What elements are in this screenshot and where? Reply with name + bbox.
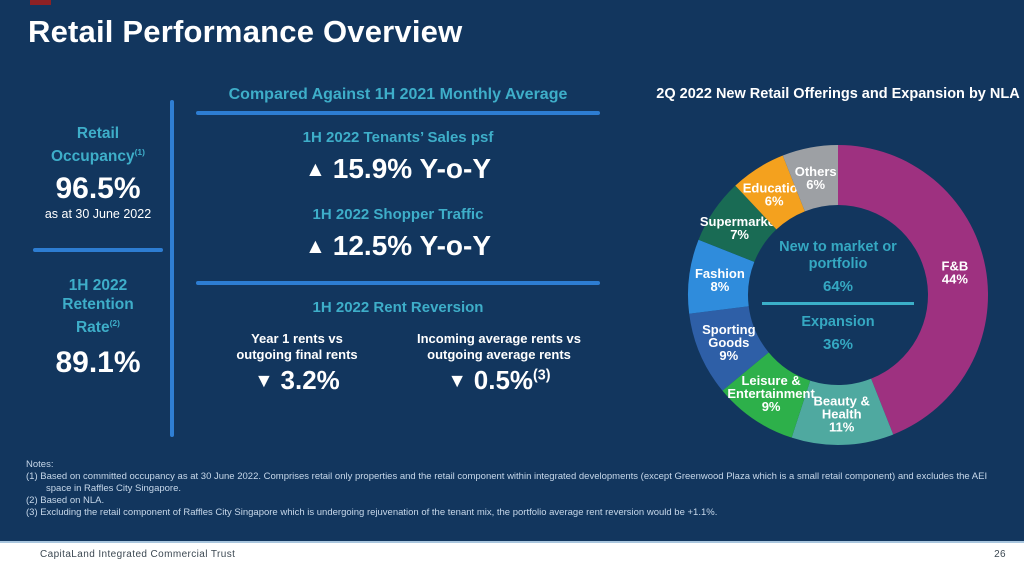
rent-year1-label: Year 1 rents vs outgoing final rents	[196, 331, 398, 363]
occupancy-label-text: Retail Occupancy	[51, 125, 135, 166]
section-divider	[196, 111, 600, 115]
rent-incoming-value: ▼ 0.5%(3)	[398, 365, 600, 396]
rent-incoming-value-text: 0.5%	[473, 365, 534, 395]
shopper-traffic-value: ▲ 12.5% Y-o-Y	[196, 230, 600, 262]
donut-segment-others	[782, 145, 838, 212]
left-kpi-panel: Retail Occupancy(1) 96.5% as at 30 June …	[22, 124, 174, 380]
new-to-market-label: New to market or portfolio	[779, 239, 897, 272]
occupancy-date: as at 30 June 2022	[44, 207, 152, 222]
comparison-panel: Compared Against 1H 2021 Monthly Average…	[196, 86, 600, 396]
comparison-header: Compared Against 1H 2021 Monthly Average	[228, 86, 568, 103]
shopper-traffic-value-text: 12.5% Y-o-Y	[332, 230, 492, 261]
occupancy-label: Retail Occupancy(1)	[42, 124, 154, 166]
vertical-divider	[170, 100, 174, 437]
increase-icon: ▲	[304, 235, 326, 258]
rent-year1-label-line2: outgoing final rents	[236, 347, 358, 362]
retention-footnote-marker: (2)	[109, 318, 121, 329]
notes-heading: Notes:	[26, 459, 54, 470]
donut-segment-label: Sporting Goods 9%	[702, 322, 755, 363]
shopper-traffic-label: 1H 2022 Shopper Traffic	[312, 206, 484, 223]
retention-label: 1H 2022 Retention Rate(2)	[42, 276, 154, 337]
donut-segment-education	[735, 155, 805, 230]
tenants-sales-value: ▲ 15.9% Y-o-Y	[196, 153, 600, 185]
decrease-icon: ▼	[254, 370, 274, 392]
footer-company-name: CapitaLand Integrated Commercial Trust	[40, 548, 236, 560]
rent-col-year1: Year 1 rents vs outgoing final rents ▼ 3.…	[196, 331, 398, 396]
rent-incoming-label-line1: Incoming average rents vs	[416, 331, 581, 346]
occupancy-footnote-marker: (1)	[134, 147, 145, 157]
donut-segment-leisure-entertainment	[722, 352, 811, 438]
page-number: 26	[994, 548, 1006, 560]
donut-segment-sporting-goods	[689, 306, 769, 391]
donut-segment-f-b	[838, 145, 989, 435]
retention-value: 89.1%	[55, 346, 141, 380]
kpi-divider	[33, 248, 163, 253]
tenants-sales-label: 1H 2022 Tenants’ Sales psf	[302, 129, 494, 146]
donut-segment-label: Others 6%	[795, 164, 837, 192]
donut-segment-beauty-health	[791, 378, 894, 446]
tenants-sales-value-text: 15.9% Y-o-Y	[332, 153, 492, 184]
donut-chart: F&B 44% Beauty & Health 11%Leisure & Entertai…	[687, 145, 989, 446]
note-item: (2) Based on NLA.	[26, 495, 105, 506]
rent-year1-value-text: 3.2%	[280, 365, 340, 395]
expansion-value: 36%	[822, 336, 854, 353]
expansion-label: Expansion	[801, 314, 875, 330]
rent-incoming-footnote-marker: (3)	[533, 367, 551, 384]
footer: CapitaLand Integrated Commercial Trust 2…	[0, 541, 1024, 565]
note-item: (3) Excluding the retail component of Ra…	[26, 507, 718, 518]
rent-year1-value: ▼ 3.2%	[196, 365, 398, 396]
donut-segment-label: Education 6%	[743, 181, 806, 209]
donut-segment-label: F&B 44%	[942, 259, 969, 287]
donut-segment-fashion	[687, 239, 755, 314]
donut-segment-label: Fashion 8%	[695, 266, 745, 294]
section-divider	[196, 281, 600, 285]
rent-col-incoming: Incoming average rents vs outgoing avera…	[398, 331, 600, 396]
rent-incoming-label-line2: outgoing average rents	[427, 347, 571, 362]
donut-segment-label: Beauty & Health 11%	[814, 393, 870, 434]
chart-title: 2Q 2022 New Retail Offerings and Expansi…	[656, 86, 1020, 102]
rent-year1-label-line1: Year 1 rents vs	[251, 331, 343, 346]
rent-reversion-columns: Year 1 rents vs outgoing final rents ▼ 3.…	[196, 331, 600, 396]
rent-reversion-header: 1H 2022 Rent Reversion	[312, 299, 484, 316]
donut-segment-label: Leisure & Entertainment 9%	[727, 373, 815, 414]
donut-segment-supermarket	[698, 185, 777, 262]
notes: Notes: (1) Based on committed occupancy …	[26, 459, 996, 519]
occupancy-value: 96.5%	[55, 172, 141, 206]
rent-incoming-label: Incoming average rents vs outgoing avera…	[398, 331, 600, 363]
retention-label-text: 1H 2022 Retention Rate	[62, 277, 134, 337]
decrease-icon: ▼	[447, 370, 467, 392]
note-item: (1) Based on committed occupancy as at 3…	[26, 471, 988, 494]
red-accent-bar	[30, 0, 51, 5]
chart-center-text: New to market or portfolio 64% Expansion…	[753, 239, 923, 353]
page-title: Retail Performance Overview	[28, 14, 463, 49]
increase-icon: ▲	[304, 158, 326, 181]
chart-center-divider	[762, 302, 914, 305]
donut-segment-label: Supermarket 7%	[700, 214, 780, 242]
new-to-market-value: 64%	[822, 278, 854, 295]
